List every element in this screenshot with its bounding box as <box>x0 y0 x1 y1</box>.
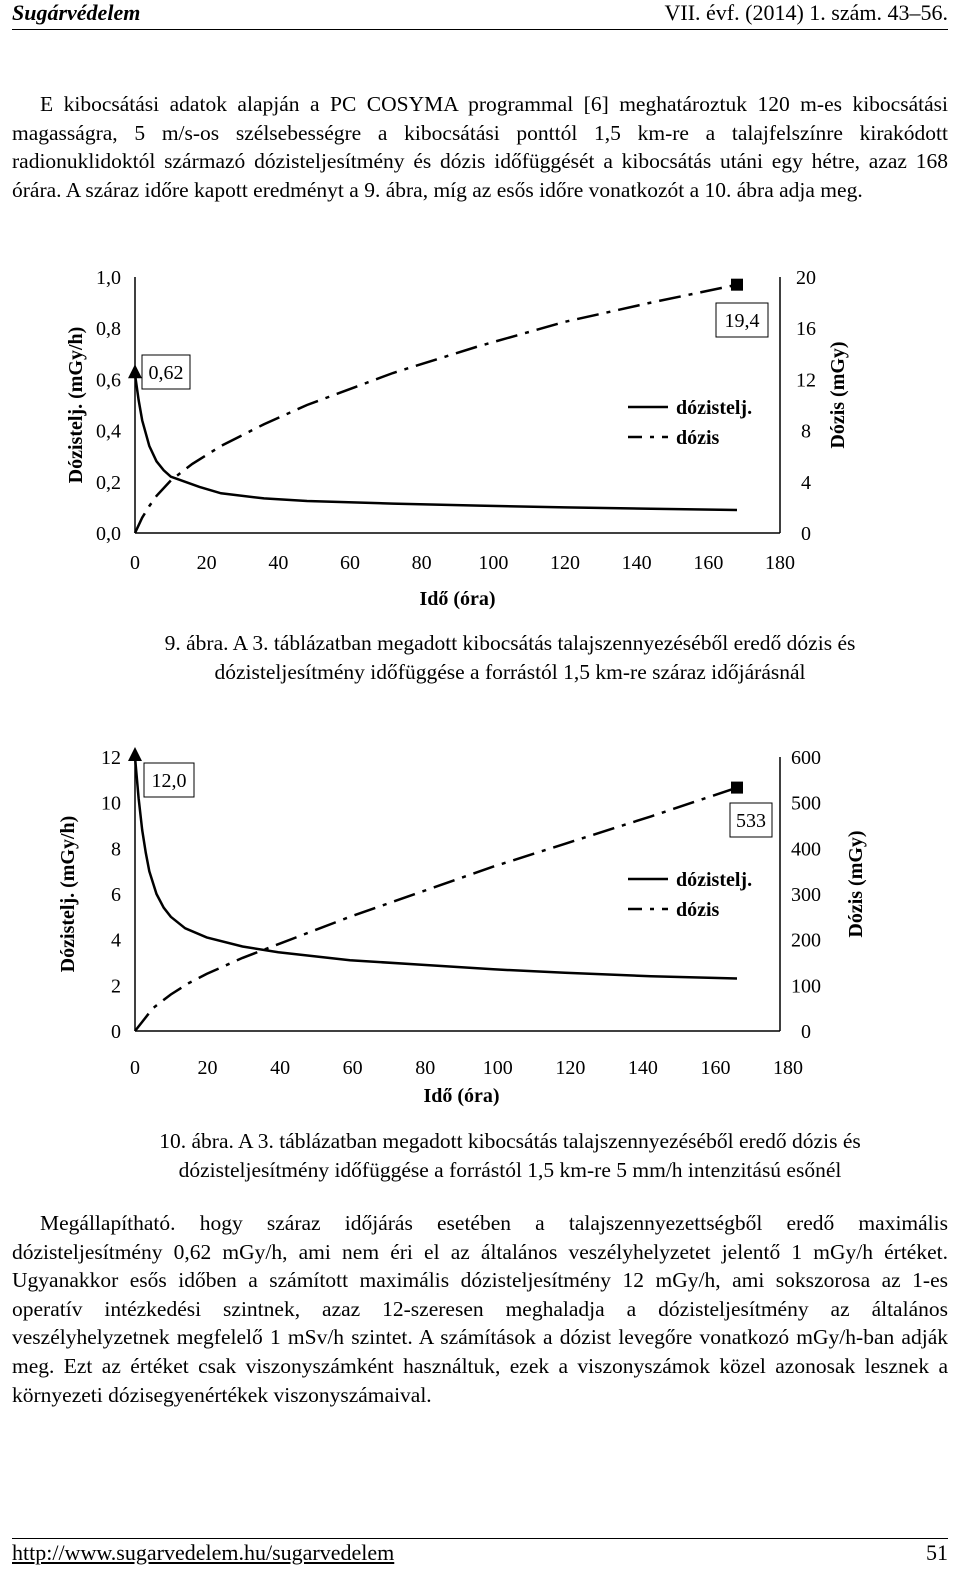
figure-9-chart: 0,0 0,2 0,4 0,6 0,8 1,0 0 4 8 12 16 20 0 20 40 60 80 100 1… <box>65 267 849 610</box>
y-axis-title: Dózistelj. (mGy/h) <box>65 327 87 484</box>
dose-end-marker <box>731 278 743 291</box>
x-tick-label: 140 <box>622 552 652 574</box>
y-tick-label: 0,6 <box>96 369 121 391</box>
figure-9-caption: 9. ábra. A 3. táblázatban megadott kiboc… <box>90 629 930 687</box>
x-tick-label: 120 <box>550 552 580 574</box>
y-tick-label: 1,0 <box>96 267 121 289</box>
journal-title: Sugárvédelem <box>12 0 141 25</box>
y-tick-label: 10 <box>101 793 121 815</box>
y-tick-label: 8 <box>111 838 121 860</box>
x-tick-label: 20 <box>198 1057 218 1079</box>
y-tick-label: 4 <box>111 930 121 952</box>
peak-dose-rate-box <box>143 762 195 798</box>
page-header: Sugárvédelem VII. évf. (2014) 1. szám. 4… <box>12 0 948 28</box>
y-axis-title: Dózistelj. (mGy/h) <box>57 816 79 973</box>
y-tick-label: 2 <box>111 975 121 997</box>
x-tick-label: 180 <box>765 552 795 574</box>
final-dose-box <box>729 802 773 838</box>
figure-9-caption-line2: dózisteljesítmény időfüggése a forrástól… <box>214 660 806 684</box>
y2-tick-label: 500 <box>791 793 821 815</box>
y2-tick-label: 20 <box>796 267 816 289</box>
conclusion-paragraph: Megállapítható. hogy száraz időjárás ese… <box>12 1211 948 1407</box>
x-tick-label: 80 <box>415 1057 435 1079</box>
legend-dose-label: dózis <box>676 427 720 449</box>
x-tick-label: 140 <box>628 1057 658 1079</box>
final-dose-label: 19,4 <box>725 310 760 332</box>
intro-paragraph: E kibocsátási adatok alapján a PC COSYMA… <box>12 92 948 202</box>
dose-rate-series-line <box>133 756 738 980</box>
x-tick-label: 0 <box>130 1057 140 1079</box>
figure-10-caption-line2: dózisteljesítmény időfüggése a forrástól… <box>178 1158 842 1182</box>
y2-tick-label: 300 <box>791 884 821 906</box>
figure-10-caption: 10. ábra. A 3. táblázatban megadott kibo… <box>90 1127 930 1185</box>
y2-tick-label: 8 <box>801 421 811 443</box>
x-tick-label: 180 <box>773 1057 803 1079</box>
y-tick-label: 0,4 <box>96 421 121 443</box>
y2-tick-label: 0 <box>801 1021 811 1043</box>
x-tick-label: 100 <box>483 1057 513 1079</box>
peak-dose-rate-label: 12,0 <box>152 770 187 792</box>
figure-9-caption-line1: 9. ábra. A 3. táblázatban megadott kiboc… <box>164 631 856 655</box>
dose-series-line <box>134 786 738 1032</box>
footer-rule <box>12 1538 948 1539</box>
x-tick-label: 40 <box>270 1057 290 1079</box>
x-tick-label: 20 <box>197 552 217 574</box>
peak-dose-rate-label: 0,62 <box>149 362 184 384</box>
y2-axis-title: Dózis (mGy) <box>827 341 849 448</box>
y2-tick-label: 200 <box>791 930 821 952</box>
x-tick-label: 100 <box>478 552 508 574</box>
x-tick-label: 160 <box>700 1057 730 1079</box>
dose-end-marker <box>731 781 743 794</box>
y2-tick-label: 16 <box>796 318 816 340</box>
y-tick-label: 12 <box>101 747 121 769</box>
y2-tick-label: 100 <box>791 975 821 997</box>
y2-tick-label: 4 <box>801 472 811 494</box>
y-tick-label: 6 <box>111 884 121 906</box>
x-tick-label: 60 <box>343 1057 363 1079</box>
x-tick-label: 40 <box>268 552 288 574</box>
y-tick-label: 0 <box>111 1021 121 1043</box>
legend-box <box>622 863 754 925</box>
dose-rate-start-marker <box>128 364 142 379</box>
x-tick-label: 80 <box>412 552 432 574</box>
x-axis-title: Idő (óra) <box>419 588 495 610</box>
legend-box <box>622 391 750 453</box>
x-tick-label: 120 <box>555 1057 585 1079</box>
legend-dose-label: dózis <box>676 899 720 921</box>
figure-10-caption-line1: 10. ábra. A 3. táblázatban megadott kibo… <box>159 1129 861 1153</box>
y-tick-label: 0,2 <box>96 472 121 494</box>
y2-axis-title: Dózis (mGy) <box>845 830 867 937</box>
page-number: 51 <box>926 1540 948 1565</box>
x-tick-label: 0 <box>130 552 140 574</box>
y-tick-label: 0,8 <box>96 318 121 340</box>
header-rule <box>12 29 948 30</box>
peak-dose-rate-box <box>141 354 191 390</box>
final-dose-box <box>715 302 769 338</box>
dose-rate-start-marker <box>128 747 142 761</box>
y2-tick-label: 600 <box>791 747 821 769</box>
x-tick-label: 160 <box>693 552 723 574</box>
footer-url[interactable]: http://www.sugarvedelem.hu/sugarvedelem <box>12 1540 395 1565</box>
x-axis-title: Idő (óra) <box>423 1085 499 1107</box>
issue-info: VII. évf. (2014) 1. szám. 43–56. <box>664 0 949 25</box>
dose-rate-series-line <box>133 374 738 512</box>
y2-tick-label: 0 <box>801 523 811 545</box>
legend-dose-rate-label: dózistelj. <box>676 869 752 891</box>
final-dose-label: 533 <box>736 810 766 832</box>
y2-tick-label: 400 <box>791 838 821 860</box>
dose-series-line <box>133 283 738 534</box>
y-tick-label: 0,0 <box>96 523 121 545</box>
x-tick-label: 60 <box>340 552 360 574</box>
legend-dose-rate-label: dózistelj. <box>676 397 752 419</box>
y2-tick-label: 12 <box>796 369 816 391</box>
